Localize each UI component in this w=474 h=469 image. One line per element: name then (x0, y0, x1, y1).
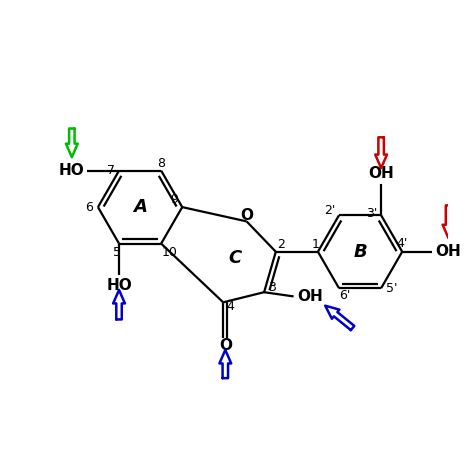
Text: 3: 3 (268, 281, 275, 295)
Text: 8: 8 (157, 157, 165, 170)
Text: 2: 2 (277, 238, 285, 250)
Text: 6: 6 (86, 201, 93, 213)
Text: 7: 7 (108, 164, 116, 177)
Text: 5': 5' (386, 282, 397, 295)
Text: 1: 1 (312, 238, 320, 250)
Text: C: C (228, 249, 242, 267)
Text: B: B (353, 243, 367, 261)
Text: OH: OH (368, 166, 394, 181)
Text: 9: 9 (170, 193, 178, 206)
Text: OH: OH (436, 244, 461, 259)
Text: 5: 5 (113, 246, 121, 258)
Text: HO: HO (59, 163, 85, 178)
Text: HO: HO (106, 278, 132, 293)
Text: 4: 4 (227, 300, 235, 313)
Text: O: O (240, 208, 253, 223)
Text: 6': 6' (339, 289, 351, 303)
Text: O: O (219, 338, 232, 353)
Text: 3': 3' (366, 207, 377, 219)
Text: 10: 10 (162, 246, 178, 258)
Text: OH: OH (298, 289, 323, 304)
Text: A: A (133, 198, 147, 216)
Text: 4': 4' (396, 237, 408, 250)
Text: 2': 2' (324, 204, 336, 217)
